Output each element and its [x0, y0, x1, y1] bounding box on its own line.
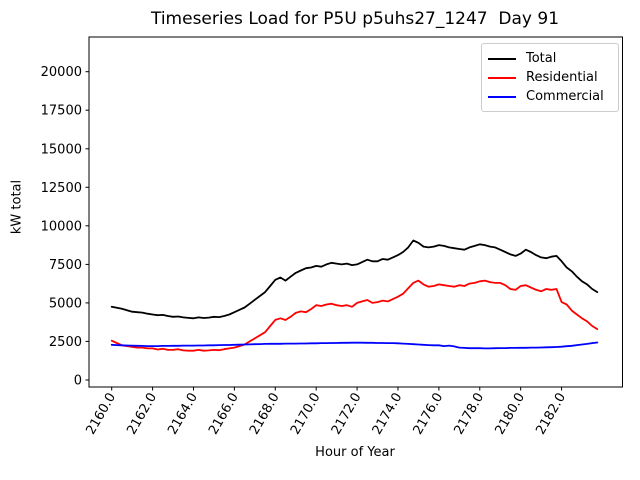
x-tick-label: 2174.0 [370, 391, 406, 438]
x-tick-label: 2178.0 [452, 391, 488, 438]
y-tick-label: 10000 [41, 219, 82, 234]
chart-title: Timeseries Load for P5U p5uhs27_1247 Day… [150, 9, 560, 29]
y-tick-label: 5000 [49, 296, 82, 311]
x-tick-label: 2160.0 [83, 391, 119, 438]
legend-line-sample-commercial [488, 95, 516, 98]
y-tick-label: 15000 [41, 142, 82, 157]
legend: Total Residential Commercial [481, 43, 619, 112]
legend-line-sample-residential [488, 76, 516, 79]
legend-item-total: Total [488, 51, 612, 66]
legend-label-commercial: Commercial [526, 89, 604, 104]
x-axis-label: Hour of Year [315, 445, 395, 460]
x-tick-label: 2176.0 [411, 391, 447, 438]
y-tick-label: 0 [74, 374, 82, 389]
legend-label-total: Total [526, 51, 557, 66]
y-tick-label: 20000 [41, 65, 82, 80]
x-tick-label: 2168.0 [247, 391, 283, 438]
y-tick-label: 12500 [41, 181, 82, 196]
x-tick-label: 2166.0 [206, 391, 242, 438]
y-tick-label: 2500 [49, 335, 82, 350]
x-tick-label: 2172.0 [329, 391, 365, 438]
y-tick-label: 17500 [41, 104, 82, 119]
x-tick-label: 2180.0 [492, 391, 528, 438]
legend-item-residential: Residential [488, 70, 612, 85]
x-tick-label: 2182.0 [533, 391, 569, 438]
legend-label-residential: Residential [526, 70, 598, 85]
series-line-commercial [110, 341, 599, 350]
axes-box [88, 36, 623, 388]
y-tick-label: 7500 [49, 258, 82, 273]
series-line-residential [110, 279, 599, 352]
legend-line-sample-total [488, 57, 516, 60]
legend-item-commercial: Commercial [488, 89, 612, 104]
series-line-total [110, 239, 599, 320]
x-tick-label: 2170.0 [288, 391, 324, 438]
x-tick-label: 2164.0 [165, 391, 201, 438]
x-tick-label: 2162.0 [124, 391, 160, 438]
